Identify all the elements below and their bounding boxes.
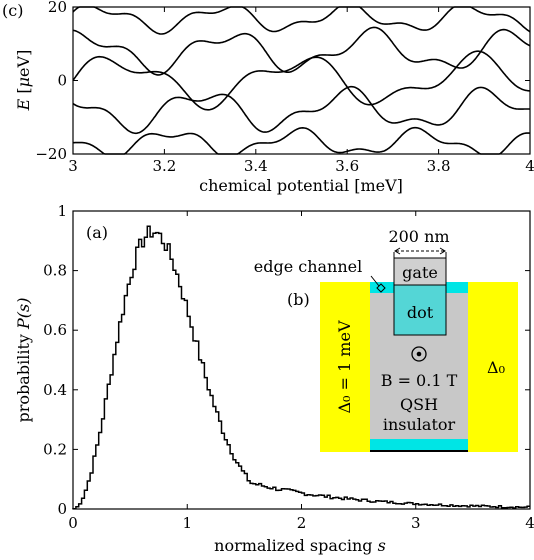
- panel-a-xtick-label: 2: [297, 514, 307, 532]
- panel-a: 0 1 2 3 4 0 0.2 0.4 0.6 0.8 1 (a) normalized spaci…: [14, 202, 534, 555]
- panel-b-label: (b): [287, 290, 310, 309]
- panel-a-axes: 0 1 2 3 4 0 0.2 0.4 0.6 0.8 1: [43, 202, 534, 532]
- panel-c-curves: [72, 6, 531, 155]
- edge-channel-marker: [376, 283, 386, 293]
- energy-level-curve-5: [72, 126, 531, 155]
- panel-a-xlabel: normalized spacing s: [214, 536, 386, 555]
- right-superconductor: [468, 282, 518, 452]
- gate-label: gate: [402, 263, 438, 282]
- panel-c-xlabel: chemical potential [meV]: [199, 176, 403, 195]
- dimension-label: 200 nm: [388, 227, 449, 246]
- panel-a-ytick-label: 1: [57, 202, 67, 220]
- panel-a-ytick-label: 0.6: [43, 321, 67, 339]
- field-dot: [416, 351, 422, 357]
- edge-channel-pointer: [370, 275, 380, 287]
- field-label: B = 0.1 T: [381, 371, 458, 390]
- left-superconductor: [320, 282, 370, 452]
- panel-c-xtick-label: 3: [68, 157, 78, 175]
- panel-c-ytick-label: −20: [35, 145, 67, 163]
- panel-a-ytick-label: 0.8: [43, 262, 67, 280]
- panel-a-xtick-label: 0: [68, 514, 78, 532]
- panel-a-ytick-label: 0.2: [43, 440, 67, 458]
- right-gap-label: Δ₀: [487, 358, 505, 377]
- panel-c-xtick-label: 3.4: [244, 157, 268, 175]
- panel-a-label: (a): [86, 223, 108, 242]
- panel-c-label: (c): [2, 1, 23, 20]
- level-spacing-histogram: [72, 225, 530, 510]
- inset-b-schematic: gate dot 200 nm edge channel (b) B = 0.1…: [254, 227, 518, 452]
- bottom-edge-channel: [370, 439, 468, 450]
- edge-channel-label: edge channel: [254, 257, 363, 276]
- panel-a-xtick-label: 1: [182, 514, 192, 532]
- panel-c-xtick-label: 3.8: [427, 157, 451, 175]
- panel-a-ytick-label: 0: [57, 500, 67, 518]
- energy-level-curve-4: [72, 85, 531, 135]
- panel-c-xtick-label: 3.6: [335, 157, 359, 175]
- panel-a-histogram: [72, 225, 530, 510]
- energy-level-curve-2: [72, 26, 531, 76]
- energy-level-curve-1: [72, 6, 531, 35]
- left-gap-label: Δ₀ = 1 meV: [335, 320, 354, 413]
- gate-electrode: [393, 257, 447, 286]
- panel-c-ylabel: E [μeV]: [14, 50, 33, 112]
- panel-c-ytick-label: 0: [57, 72, 67, 90]
- dimension-arrows: [394, 247, 446, 255]
- panel-c-axes: 3 3.2 3.4 3.6 3.8 4 −20 0 20: [35, 0, 534, 175]
- qsh-label: QSH: [400, 395, 438, 414]
- panel-a-ytick-label: 0.4: [43, 381, 67, 399]
- panel-c-ytick-label: 20: [48, 0, 67, 16]
- field-out-of-plane-symbol: [411, 346, 427, 362]
- panel-c-xtick-label: 4: [525, 157, 534, 175]
- panel-c: (c) 3 3.2 3.4 3.6 3.8 4 −20 0 20 chemical potent…: [2, 0, 534, 195]
- panel-c-xtick-label: 3.2: [152, 157, 176, 175]
- panel-a-xtick-label: 3: [411, 514, 421, 532]
- panel-a-ylabel: probability P(s): [14, 298, 33, 423]
- quantum-dot: [393, 284, 447, 336]
- insulator-label: insulator: [383, 415, 456, 434]
- panel-a-xtick-label: 4: [525, 514, 534, 532]
- energy-level-curve-3: [72, 50, 531, 111]
- dot-label: dot: [407, 303, 434, 322]
